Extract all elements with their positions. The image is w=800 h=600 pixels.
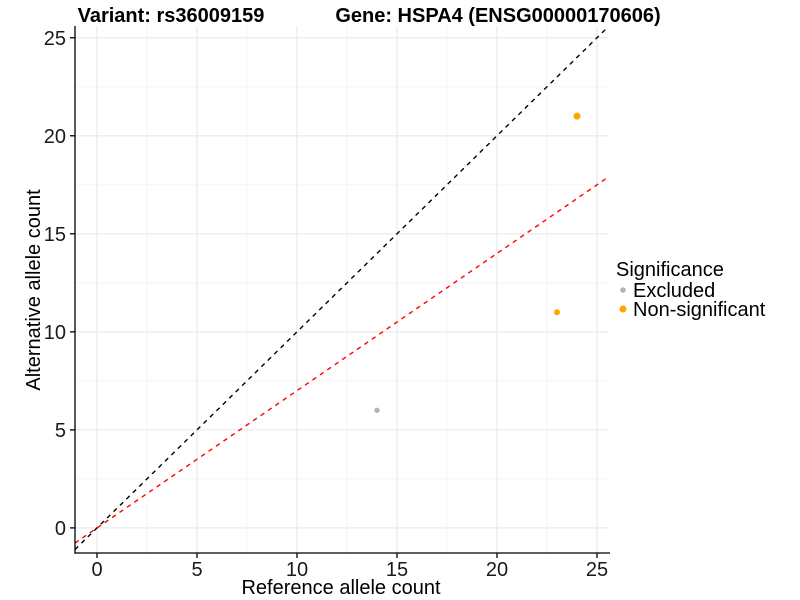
y-tick-label: 0 bbox=[55, 518, 66, 540]
x-axis-title: Reference allele count bbox=[241, 577, 440, 599]
legend-swatch-nonsignificant-icon bbox=[619, 305, 627, 313]
panel-background bbox=[75, 26, 608, 553]
y-tick-label: 25 bbox=[44, 28, 66, 50]
x-tick-label: 0 bbox=[91, 559, 102, 581]
y-tick-label: 5 bbox=[55, 420, 66, 442]
y-tick-label: 10 bbox=[44, 322, 66, 344]
legend-label-nonsignificant: Non-significant bbox=[633, 299, 766, 321]
x-tick-label: 10 bbox=[286, 559, 308, 581]
legend-title: Significance bbox=[616, 259, 724, 281]
y-tick-label: 15 bbox=[44, 224, 66, 246]
x-tick-label: 5 bbox=[191, 559, 202, 581]
y-tick-label: 20 bbox=[44, 126, 66, 148]
axis-tick-labels: 0 5 10 15 20 25 0 5 10 15 20 25 bbox=[44, 28, 608, 581]
plot-title-variant: Variant: rs36009159 bbox=[78, 5, 265, 27]
x-tick-label: 25 bbox=[586, 559, 608, 581]
point-non-significant bbox=[573, 112, 581, 120]
x-tick-label: 15 bbox=[386, 559, 408, 581]
y-axis-title: Alternative allele count bbox=[23, 189, 45, 391]
legend: Significance Excluded Non-significant bbox=[616, 259, 766, 321]
reference-lines bbox=[75, 26, 608, 550]
plot-title-gene: Gene: HSPA4 (ENSG00000170606) bbox=[335, 5, 660, 27]
gridlines-minor bbox=[75, 26, 608, 553]
legend-swatch-excluded-icon bbox=[620, 287, 626, 293]
gridlines-major bbox=[75, 26, 608, 553]
identity-line bbox=[75, 26, 608, 550]
point-excluded bbox=[374, 407, 380, 413]
point-non-significant bbox=[554, 309, 560, 316]
axis-ticks bbox=[70, 37, 598, 558]
legend-label-excluded: Excluded bbox=[633, 280, 715, 302]
x-tick-label: 20 bbox=[486, 559, 508, 581]
data-points bbox=[374, 112, 581, 413]
